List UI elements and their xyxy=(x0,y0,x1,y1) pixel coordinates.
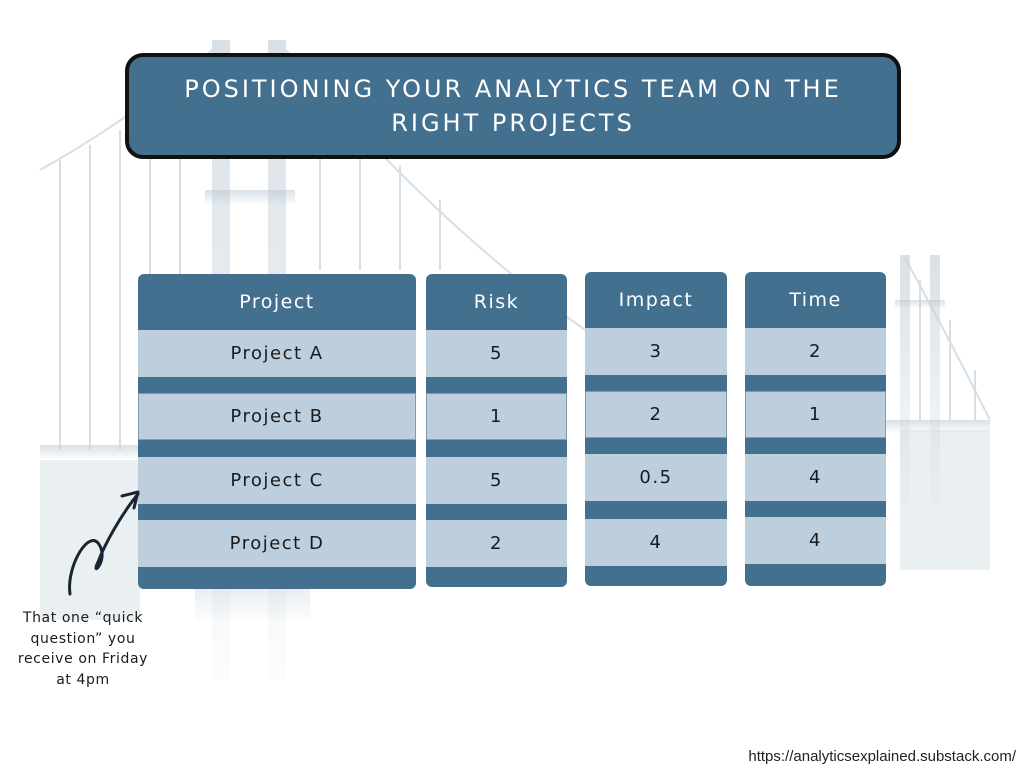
table-cell: 4 xyxy=(745,454,886,501)
table-cell: 5 xyxy=(426,330,567,377)
column-header-time: Time xyxy=(789,289,842,311)
curly-arrow-icon xyxy=(68,490,140,596)
column-header-risk: Risk xyxy=(473,291,520,313)
table-cell: Project A xyxy=(138,330,416,377)
table-cell: Project C xyxy=(138,457,416,504)
column-impact: Impact 3 2 0.5 4 xyxy=(585,272,727,586)
table-cell: 0.5 xyxy=(585,454,727,501)
column-risk: Risk 5 1 5 2 xyxy=(426,274,567,587)
source-url[interactable]: https://analyticsexplained.substack.com/ xyxy=(748,748,1016,765)
page-title: POSITIONING YOUR ANALYTICS TEAM ON THE R… xyxy=(184,75,842,137)
table-cell: 4 xyxy=(585,519,727,566)
table-cell: 1 xyxy=(426,393,567,440)
column-project: Project Project A Project B Project C Pr… xyxy=(138,274,416,589)
annotation-text: That one “quick question” you receive on… xyxy=(17,610,149,688)
table-cell: 1 xyxy=(745,391,886,438)
title-banner: POSITIONING YOUR ANALYTICS TEAM ON THE R… xyxy=(125,53,901,159)
table-cell: 2 xyxy=(745,328,886,375)
table-cell: 5 xyxy=(426,457,567,504)
table-cell: 4 xyxy=(745,517,886,564)
column-header-project: Project xyxy=(239,291,315,313)
table-cell: 3 xyxy=(585,328,727,375)
table-cell: 2 xyxy=(585,391,727,438)
table-cell: Project B xyxy=(138,393,416,440)
table-cell: Project D xyxy=(138,520,416,567)
table-cell: 2 xyxy=(426,520,567,567)
column-header-impact: Impact xyxy=(618,289,694,311)
column-time: Time 2 1 4 4 xyxy=(745,272,886,586)
